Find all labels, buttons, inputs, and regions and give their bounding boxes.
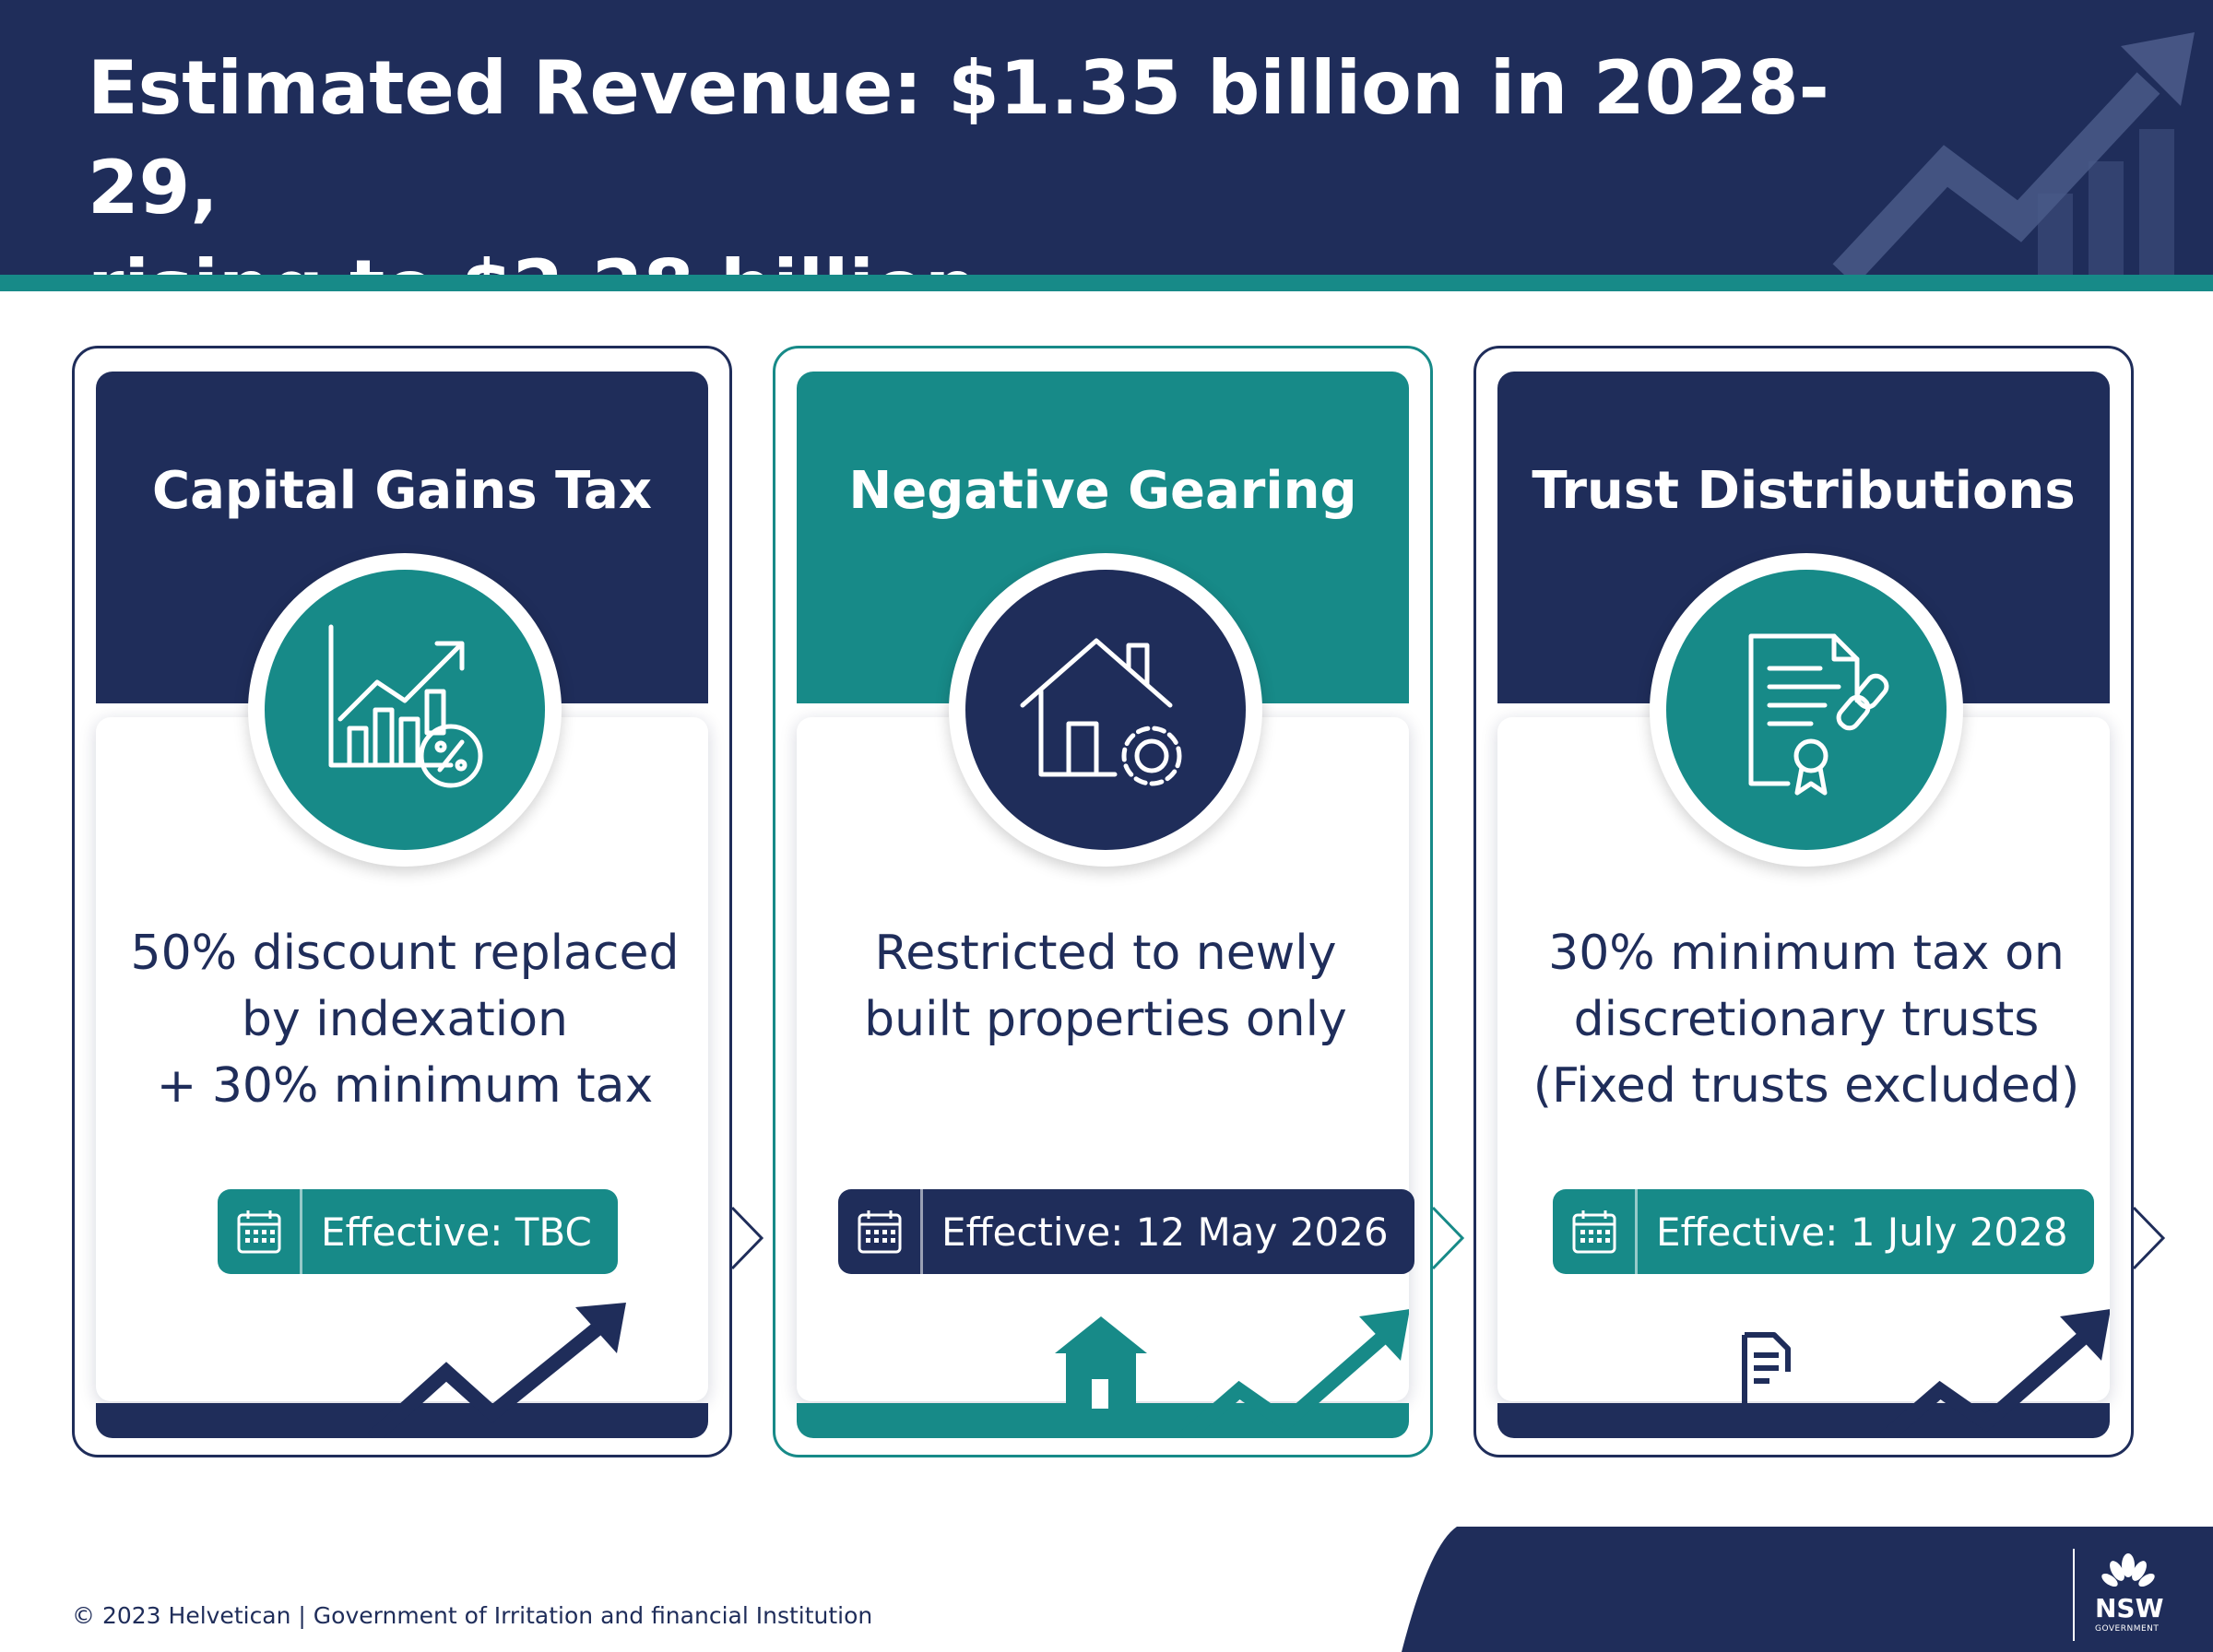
trend-arrow-icon [367, 1303, 626, 1438]
icon-badge [1650, 553, 1963, 867]
logo-subtext: GOVERNMENT [2095, 1624, 2160, 1634]
desc-line: Restricted to newly [874, 926, 1337, 981]
page-title: Estimated Revenue: $1.35 billion in 2028… [88, 39, 1840, 275]
calendar-icon [237, 1210, 280, 1254]
card-title: Trust Distributions [1532, 461, 2076, 521]
desc-line: + 30% minimum tax [156, 1058, 654, 1114]
waratah-icon [2101, 1553, 2155, 1587]
footer-band [1402, 1527, 2213, 1652]
card-title: Capital Gains Tax [152, 461, 652, 521]
house-gear-icon [1020, 638, 1182, 786]
card-description: 30% minimum tax on discretionary trusts … [1522, 920, 2090, 1119]
icon-badge [248, 553, 562, 867]
card-title: Negative Gearing [848, 461, 1357, 521]
chevron-right-icon [2132, 1206, 2166, 1270]
document-certificate-link-icon [1748, 633, 1889, 796]
desc-line: 50% discount replaced [130, 926, 680, 981]
card-description: 50% discount replaced by indexation + 30… [121, 920, 689, 1119]
card-trust-distributions: Trust Distributions 30% minimum tax on d… [1473, 346, 2166, 1457]
growth-chart-percent-icon [328, 624, 483, 788]
chevron-right-icon [1431, 1206, 1465, 1270]
card-capital-gains-tax: Capital Gains Tax 50% discount replaced … [72, 346, 764, 1457]
effective-date-badge: Effective: 1 July 2028 [1553, 1189, 2094, 1274]
chevron-right-icon [730, 1206, 764, 1270]
header-stripe [0, 275, 2213, 291]
house-trend-icon [1055, 1309, 1409, 1438]
header-banner: Estimated Revenue: $1.35 billion in 2028… [0, 0, 2213, 275]
desc-line: (Fixed trusts excluded) [1533, 1058, 2080, 1114]
calendar-icon [858, 1210, 901, 1254]
desc-line: 30% minimum tax on [1548, 926, 2065, 981]
effective-date-badge: Effective: TBC [218, 1189, 618, 1274]
logo-text: NSW [2095, 1593, 2164, 1623]
desc-line: discretionary trusts [1573, 992, 2040, 1047]
card-negative-gearing: Negative Gearing Restricted to newly bui… [773, 346, 1465, 1457]
effective-date: Effective: TBC [321, 1209, 592, 1255]
calendar-icon [1572, 1210, 1615, 1254]
title-line-1: Estimated Revenue: $1.35 billion in 2028… [88, 45, 1829, 230]
growth-arrow-icon [1832, 32, 2195, 275]
footer-copyright: © 2023 Helvetican | Government of Irrita… [72, 1602, 873, 1629]
document-trend-icon [1742, 1309, 2110, 1438]
icon-badge [949, 553, 1262, 867]
effective-date-badge: Effective: 12 May 2026 [838, 1189, 1414, 1274]
nsw-government-logo: NSW GOVERNMENT [2073, 1549, 2185, 1641]
title-line-2: rising to $2.28 billion [88, 238, 1840, 275]
desc-line: by indexation [241, 992, 569, 1047]
effective-date: Effective: 12 May 2026 [941, 1209, 1389, 1255]
card-description: Restricted to newly built properties onl… [822, 920, 1390, 1053]
effective-date: Effective: 1 July 2028 [1656, 1209, 2068, 1255]
desc-line: built properties only [864, 992, 1347, 1047]
